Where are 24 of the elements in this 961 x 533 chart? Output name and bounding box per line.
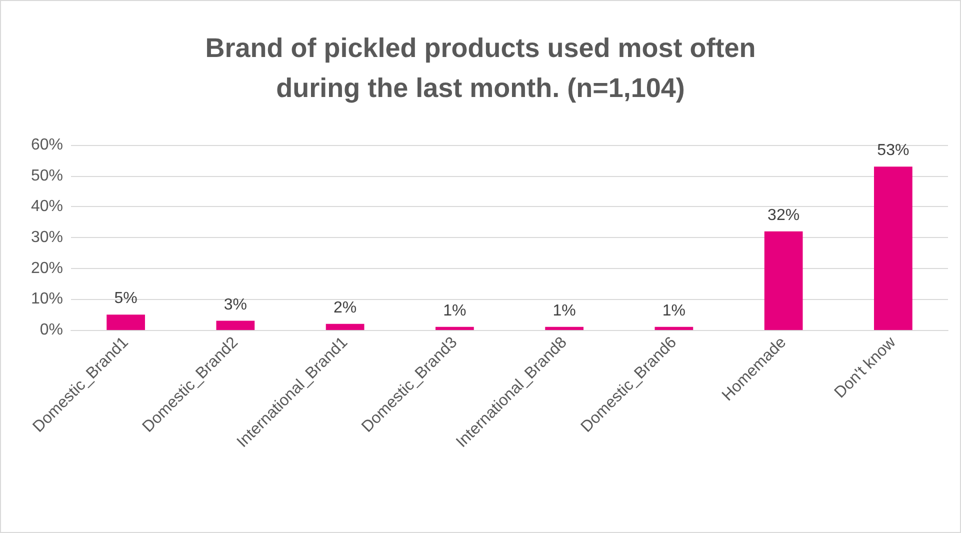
data-label: 1%	[552, 302, 576, 320]
bar	[764, 231, 803, 330]
data-label: 32%	[768, 206, 800, 224]
data-label: 2%	[334, 299, 357, 316]
y-tick-label: 40%	[30, 198, 63, 216]
bar	[326, 324, 364, 330]
bar	[654, 326, 694, 330]
bar	[216, 320, 255, 330]
data-label: 53%	[877, 142, 910, 160]
y-tick-label: 0%	[40, 322, 63, 338]
chart-title: Brand of pickled products used most often during the last month. (n=1,104)	[205, 33, 756, 103]
bar	[545, 326, 584, 330]
y-tick-label: 30%	[30, 229, 63, 246]
data-label: 1%	[443, 302, 466, 320]
y-tick-label: 20%	[30, 260, 63, 277]
bar	[436, 326, 474, 330]
y-tick-label: 60%	[30, 136, 63, 154]
bar	[106, 314, 145, 330]
y-tick-label: 50%	[30, 167, 63, 184]
data-label: 1%	[662, 302, 686, 320]
data-label: 5%	[114, 290, 138, 308]
bar	[874, 166, 912, 330]
y-tick-label: 10%	[30, 290, 63, 308]
data-label: 3%	[224, 296, 247, 314]
